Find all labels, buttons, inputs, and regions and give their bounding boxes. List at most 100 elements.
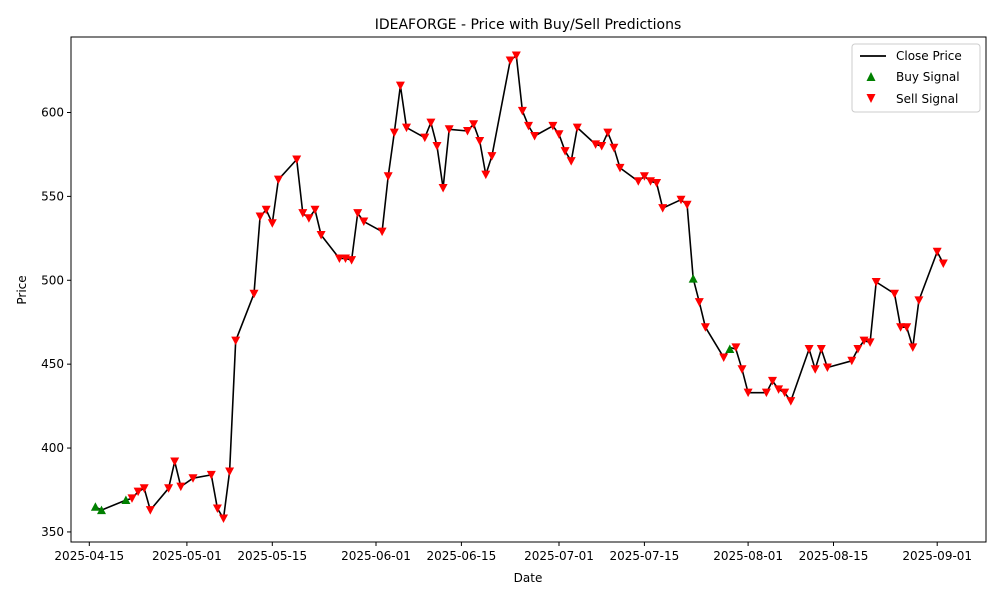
x-tick-label: 2025-06-15: [427, 549, 497, 563]
x-axis-label: Date: [514, 571, 543, 585]
buy-signal-marker: [725, 344, 735, 354]
sell-signal-marker: [133, 487, 143, 497]
sell-signal-marker: [810, 365, 820, 374]
sell-signal-marker: [176, 482, 186, 492]
sell-signal-marker: [700, 323, 710, 332]
sell-signal-marker: [469, 120, 479, 129]
legend-box: [851, 43, 981, 113]
sell-signal-marker: [676, 195, 686, 205]
sell-signal-marker: [633, 177, 643, 186]
plot-frame: [70, 36, 987, 543]
sell-signal-marker: [560, 147, 570, 156]
sell-signal-marker: [639, 172, 649, 181]
x-tick-label: 2025-04-15: [54, 549, 124, 563]
sell-signal-marker: [438, 183, 448, 193]
sell-signal-marker: [231, 336, 241, 346]
sell-signal-marker: [420, 133, 430, 143]
x-tick-label: 2025-05-15: [237, 549, 307, 563]
legend-sell-signal-marker: [866, 94, 876, 103]
sell-signal-marker: [609, 143, 619, 153]
sell-signal-marker: [768, 376, 777, 386]
sell-signal-marker: [853, 345, 863, 354]
y-tick-label: 500: [41, 273, 64, 287]
sell-signal-marker: [938, 259, 948, 268]
chart-title: IDEAFORGE - Price with Buy/Sell Predicti…: [375, 17, 682, 33]
x-tick-label: 2025-06-01: [341, 549, 411, 563]
sell-signal-marker: [511, 51, 521, 60]
sell-signal-marker: [164, 484, 174, 493]
buy-signal-marker: [688, 274, 698, 283]
sell-signal-marker: [847, 356, 857, 366]
x-tick-label: 2025-05-01: [152, 549, 222, 563]
sell-signal-marker: [865, 338, 875, 347]
sell-signal-marker: [682, 200, 692, 210]
sell-signal-marker: [255, 212, 265, 222]
sell-signal-marker: [914, 296, 924, 305]
sell-signal-marker: [170, 457, 180, 466]
sell-signal-marker: [389, 128, 399, 138]
sell-signal-marker: [603, 128, 613, 138]
sell-signal-marker: [774, 385, 784, 394]
series-layer: [90, 51, 948, 524]
sell-signal-marker: [658, 204, 668, 213]
sell-signal-markers: [127, 51, 948, 524]
sell-signal-marker: [932, 247, 942, 257]
sell-signal-marker: [359, 217, 369, 227]
buy-signal-marker: [90, 502, 100, 511]
sell-signal-marker: [206, 470, 216, 480]
sell-signal-marker: [719, 353, 729, 362]
y-axis: 350 400 450 500 550 600: [41, 105, 71, 539]
sell-signal-marker: [761, 388, 771, 398]
x-tick-label: 2025-07-15: [610, 549, 680, 563]
buy-signal-markers: [90, 274, 735, 515]
sell-signal-marker: [487, 152, 497, 161]
sell-signal-marker: [517, 106, 527, 116]
sell-signal-marker: [261, 205, 271, 215]
sell-signal-marker: [334, 254, 344, 263]
legend-buy-signal-label: Buy Signal: [896, 70, 960, 84]
x-axis: 2025-04-15 2025-05-01 2025-05-15 2025-06-01…: [54, 542, 972, 563]
sell-signal-marker: [481, 170, 491, 180]
sell-signal-marker: [548, 121, 558, 131]
x-tick-label: 2025-08-01: [713, 549, 783, 563]
y-tick-label: 600: [41, 105, 64, 119]
y-axis-label: Price: [15, 275, 29, 304]
sell-signal-marker: [383, 172, 393, 181]
sell-signal-marker: [347, 256, 357, 265]
legend-sell-signal-label: Sell Signal: [896, 92, 958, 106]
sell-signal-marker: [890, 289, 899, 299]
sell-signal-marker: [822, 363, 832, 373]
y-tick-label: 400: [41, 441, 64, 455]
sell-signal-marker: [139, 484, 149, 493]
x-tick-label: 2025-09-01: [902, 549, 972, 563]
x-tick-label: 2025-08-15: [799, 549, 869, 563]
sell-signal-marker: [743, 388, 753, 398]
sell-signal-marker: [310, 205, 320, 215]
sell-signal-marker: [377, 227, 387, 237]
y-tick-label: 350: [41, 525, 64, 539]
sell-signal-marker: [786, 397, 796, 406]
sell-signal-marker: [402, 123, 411, 133]
sell-signal-marker: [188, 474, 198, 483]
sell-signal-marker: [395, 81, 405, 91]
sell-signal-marker: [475, 137, 485, 146]
sell-signal-marker: [908, 343, 918, 352]
sell-signal-marker: [731, 343, 741, 352]
legend: Close Price Buy Signal Sell Signal: [851, 43, 981, 113]
sell-signal-marker: [902, 323, 912, 332]
sell-signal-marker: [316, 230, 326, 240]
sell-signal-marker: [896, 323, 906, 332]
legend-close-price-label: Close Price: [896, 49, 962, 63]
sell-signal-marker: [249, 289, 259, 299]
sell-signal-marker: [572, 123, 582, 133]
sell-signal-marker: [292, 155, 302, 164]
x-tick-label: 2025-07-01: [524, 549, 594, 563]
sell-signal-marker: [298, 209, 308, 218]
sell-signal-marker: [871, 277, 881, 287]
sell-signal-marker: [127, 494, 137, 503]
sell-signal-marker: [804, 345, 814, 354]
buy-signal-marker: [121, 495, 131, 505]
sell-signal-marker: [780, 388, 790, 398]
